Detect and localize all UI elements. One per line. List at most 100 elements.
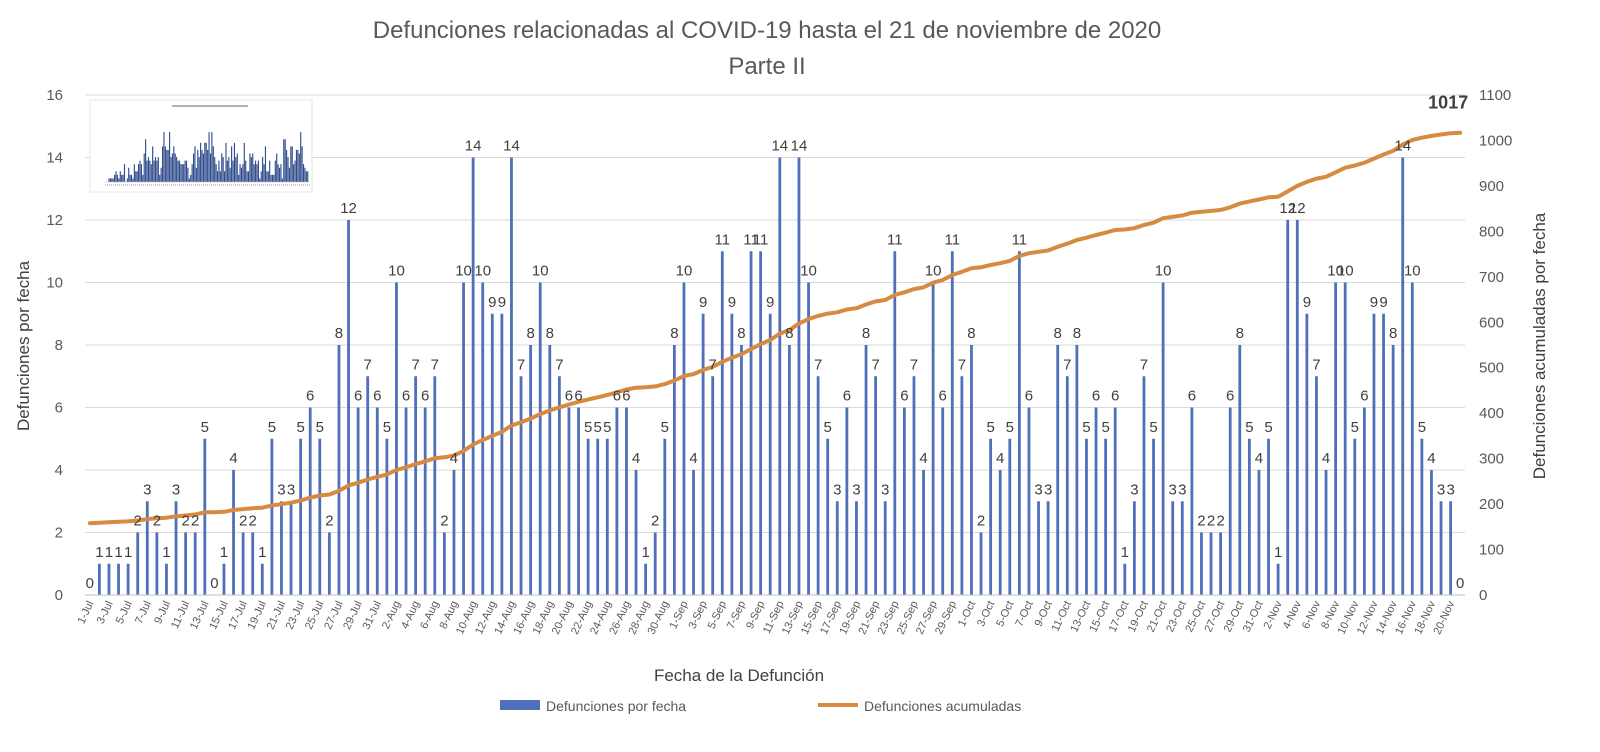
bar [749, 251, 753, 595]
bar-value-label: 3 [1446, 481, 1454, 498]
bar-value-label: 4 [450, 450, 458, 467]
y-axis-title: Defunciones por fecha [14, 260, 33, 431]
bar-value-label: 6 [373, 388, 381, 405]
bar [337, 345, 341, 595]
bar-value-label: 7 [555, 356, 563, 373]
bar-value-label: 7 [1140, 356, 1148, 373]
bar-value-label: 3 [833, 481, 841, 498]
bar-value-label: 5 [1351, 419, 1359, 436]
bar [1200, 532, 1203, 595]
bar-value-label: 8 [1389, 325, 1397, 342]
bar-value-label: 10 [925, 263, 942, 280]
bar [107, 563, 111, 595]
bar-value-label: 7 [709, 356, 717, 373]
bar [193, 532, 197, 595]
bar-value-label: 5 [594, 419, 602, 436]
bar-value-label: 4 [1255, 450, 1263, 467]
bar [251, 532, 255, 595]
bar-value-label: 10 [1155, 263, 1172, 280]
bar [883, 501, 887, 595]
bar-value-label: 10 [1337, 263, 1354, 280]
bar [1123, 563, 1127, 595]
bar [1305, 313, 1309, 595]
bar-value-label: 7 [1312, 356, 1320, 373]
bar-value-label: 10 [1327, 263, 1344, 280]
bar [1362, 407, 1366, 595]
bar [366, 376, 370, 595]
bar [289, 501, 293, 595]
bar [672, 345, 676, 595]
bar-value-label: 3 [143, 481, 151, 498]
x-tick-label: 1-Jul [76, 599, 97, 626]
bar [1056, 345, 1060, 595]
bar [1315, 376, 1318, 595]
bar-value-label: 6 [1092, 388, 1100, 405]
bar [1286, 220, 1290, 595]
bar [385, 438, 389, 595]
bar [442, 532, 446, 595]
bar-value-label: 6 [574, 388, 582, 405]
bar [730, 313, 734, 595]
bar [145, 501, 149, 595]
bar [1065, 376, 1069, 595]
bar-value-label: 1 [95, 544, 103, 561]
bar-value-label: 5 [296, 419, 304, 436]
legend-bar-swatch [500, 700, 540, 710]
bar [1113, 407, 1117, 595]
bar-value-label: 3 [852, 481, 860, 498]
bar [1152, 438, 1155, 595]
bar [941, 407, 945, 595]
y-tick-label: 16 [46, 87, 63, 104]
y-tick-label: 12 [46, 212, 63, 229]
y2-tick-label: 0 [1479, 587, 1487, 604]
bar-value-label: 7 [871, 356, 879, 373]
bar [1190, 407, 1194, 595]
bar [663, 438, 667, 595]
bar-value-label: 8 [737, 325, 745, 342]
bar-value-label: 11 [945, 231, 961, 248]
bar-value-label: 10 [800, 263, 817, 280]
cumulative-final-label: 1017 [1428, 93, 1468, 113]
y-tick-label: 2 [55, 525, 63, 542]
bar [500, 313, 504, 595]
bar [902, 407, 906, 595]
bar-value-label: 2 [134, 513, 142, 530]
bar-value-label: 11 [753, 231, 769, 248]
bar-value-label: 6 [306, 388, 314, 405]
bar-value-label: 6 [1111, 388, 1119, 405]
bar-value-label: 8 [862, 325, 870, 342]
bar [308, 407, 312, 595]
y2-tick-label: 1100 [1479, 87, 1511, 104]
bar-value-label: 7 [1063, 356, 1071, 373]
bar [989, 438, 993, 595]
y2-tick-label: 700 [1479, 269, 1504, 286]
bar-value-label: 5 [201, 419, 209, 436]
bar [356, 407, 360, 595]
bar-value-label: 1 [1121, 544, 1129, 561]
bar [462, 282, 465, 595]
bar [471, 157, 475, 595]
bar-value-label: 5 [1245, 419, 1253, 436]
bar [1410, 282, 1414, 595]
cumulative-deaths-line-group: 1017 [87, 93, 1468, 526]
bar-value-label: 1 [1274, 544, 1282, 561]
bar-value-label: 7 [411, 356, 419, 373]
bar-value-label: 7 [517, 356, 525, 373]
bar-value-label: 1 [641, 544, 649, 561]
bar-value-label: 14 [503, 138, 520, 155]
bar [519, 376, 523, 595]
bar [1171, 501, 1175, 595]
bar [414, 376, 418, 595]
bar [1295, 220, 1299, 595]
bar-value-label: 2 [153, 513, 161, 530]
bar-value-label: 6 [843, 388, 851, 405]
bar-value-label: 9 [1303, 294, 1311, 311]
bar [577, 407, 580, 595]
bar-value-label: 10 [388, 263, 405, 280]
bar-value-label: 3 [287, 481, 295, 498]
bar-value-label: 3 [1169, 481, 1177, 498]
y2-tick-label: 200 [1479, 496, 1504, 513]
bar-value-label: 2 [1207, 513, 1215, 530]
y2-tick-label: 100 [1479, 542, 1504, 559]
bar-value-label: 3 [1044, 481, 1052, 498]
